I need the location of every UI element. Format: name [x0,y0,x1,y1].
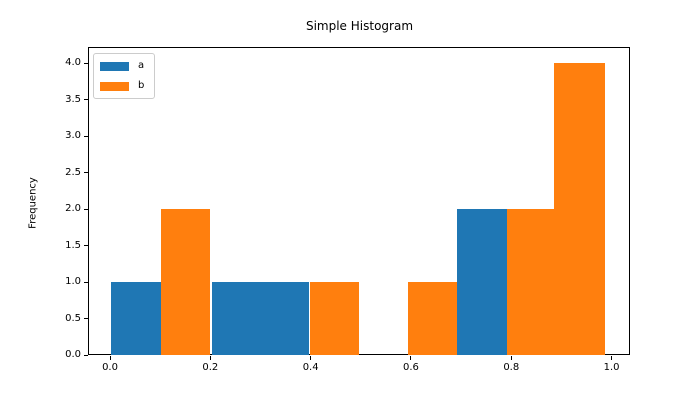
histogram-bar-b [309,282,360,355]
y-tick-mark [84,354,88,356]
legend-label: b [138,80,145,91]
histogram-bar-a [111,282,161,355]
histogram-bar-b [506,209,555,355]
y-tick-label: 3.5 [65,93,81,105]
x-tick-label: 0.8 [503,362,520,373]
y-tick-label: 1.5 [65,239,81,251]
x-tick-mark [410,356,412,360]
y-tick-mark [84,245,88,246]
x-tick-mark [109,356,111,360]
histogram-bar-b [554,63,606,355]
y-tick-mark [84,281,88,283]
y-tick-mark [84,318,88,319]
x-tick-label: 0.4 [302,362,319,373]
legend-swatch-icon [100,81,129,91]
x-tick-mark [611,356,613,360]
y-tick-mark [84,172,88,173]
x-tick-label: 0.2 [202,362,219,373]
chart-title: Simple Histogram [305,19,414,33]
y-tick-label: 2.0 [65,203,81,214]
legend-label: a [138,60,145,71]
x-tick-label: 1.0 [603,362,620,373]
x-tick-label: 0.6 [403,362,419,373]
histogram-bar-a [259,282,309,355]
y-tick-label: 1.0 [65,276,81,287]
legend-item-a: a [100,61,148,71]
y-tick-label: 4.0 [65,57,81,68]
histogram-bar-a [211,282,260,355]
y-tick-label: 0.0 [65,349,81,360]
x-tick-mark [510,356,512,360]
y-tick-mark [84,135,88,137]
plot-area [88,47,630,355]
x-tick-label: 0.0 [102,362,118,373]
x-tick-mark [310,356,312,360]
histogram-bar-b [407,282,458,355]
legend-swatch-icon [100,61,129,71]
histogram-bar-b [161,209,211,355]
x-tick-mark [209,356,211,360]
y-tick-label: 3.0 [65,130,81,141]
y-tick-label: 2.5 [65,166,81,178]
y-tick-mark [84,62,88,64]
legend-item-b: b [100,81,148,91]
histogram-bar-a [457,209,507,355]
y-tick-mark [84,208,88,210]
y-tick-mark [84,99,88,100]
y-tick-label: 0.5 [65,312,81,324]
